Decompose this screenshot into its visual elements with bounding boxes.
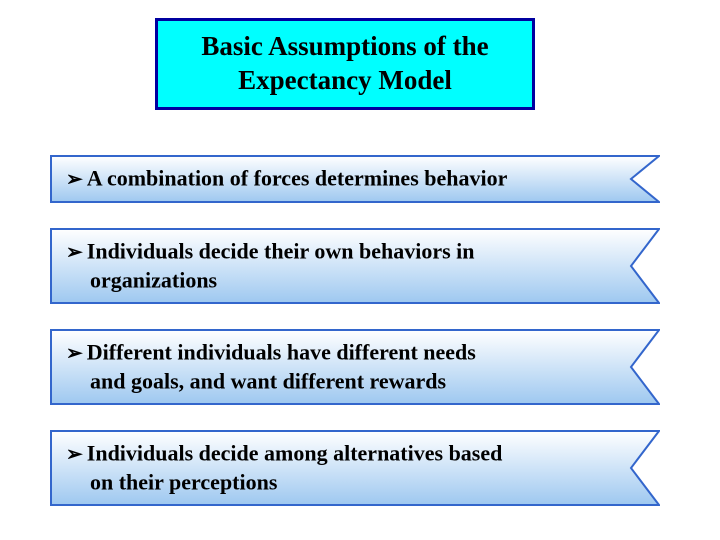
bullet-text: ➢Individuals decide their own behaviors … [66, 237, 620, 294]
title-line2: Expectancy Model [238, 65, 452, 95]
bullet-line2: organizations [66, 266, 620, 295]
bullet-line1: Individuals decide among alternatives ba… [87, 440, 503, 465]
bullet-marker-icon: ➢ [66, 441, 83, 467]
bullet-marker-icon: ➢ [66, 167, 83, 193]
title-line1: Basic Assumptions of the [201, 31, 488, 61]
bullet-marker-icon: ➢ [66, 239, 83, 265]
title-text: Basic Assumptions of the Expectancy Mode… [201, 30, 488, 98]
bullet-line2: and goals, and want different rewards [66, 367, 620, 396]
bullet-item: ➢Individuals decide among alternatives b… [50, 430, 660, 506]
bullet-line2: on their perceptions [66, 468, 620, 497]
bullet-line1: Different individuals have different nee… [87, 339, 476, 364]
bullet-item: ➢Different individuals have different ne… [50, 329, 660, 405]
bullet-text: ➢A combination of forces determines beha… [66, 165, 620, 194]
bullet-text: ➢Different individuals have different ne… [66, 338, 620, 395]
bullet-item: ➢A combination of forces determines beha… [50, 155, 660, 203]
bullet-item: ➢Individuals decide their own behaviors … [50, 228, 660, 304]
bullet-line1: Individuals decide their own behaviors i… [87, 238, 475, 263]
title-box: Basic Assumptions of the Expectancy Mode… [155, 18, 535, 110]
bullet-marker-icon: ➢ [66, 340, 83, 366]
bullet-line1: A combination of forces determines behav… [87, 166, 508, 191]
bullet-text: ➢Individuals decide among alternatives b… [66, 439, 620, 496]
